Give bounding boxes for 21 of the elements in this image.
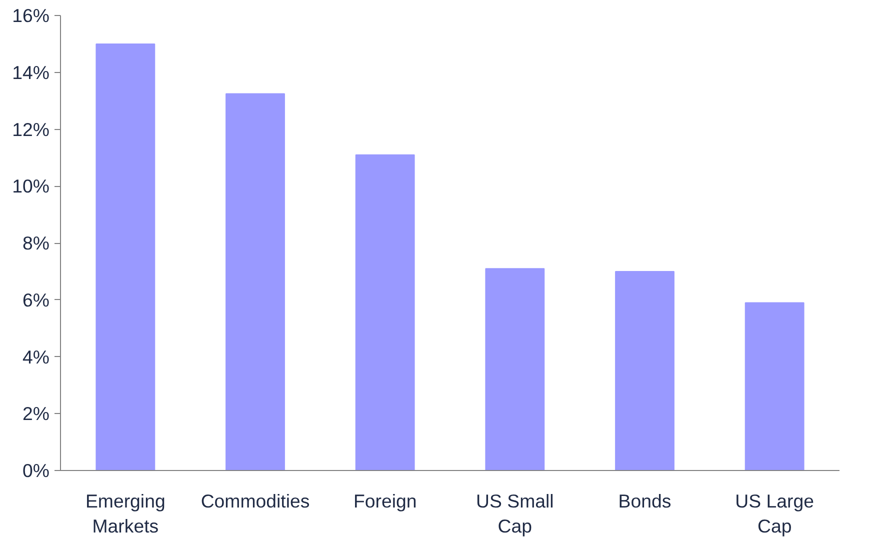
bar — [96, 43, 156, 470]
bar — [485, 268, 545, 470]
y-tick-label: 8% — [22, 232, 50, 254]
x-tick-label: Bonds — [618, 490, 672, 512]
bar — [355, 154, 415, 470]
bar — [226, 93, 285, 470]
bar — [615, 270, 674, 470]
y-tick-label: 2% — [22, 403, 50, 424]
x-tick-label: Emerging Markets — [85, 490, 166, 537]
y-tick-label: 6% — [22, 289, 50, 310]
x-tick-label: Foreign — [353, 490, 417, 512]
y-tick-label: 4% — [22, 346, 50, 368]
x-tick-label: US Small Cap — [476, 490, 554, 537]
y-tick-label: 12% — [12, 118, 50, 140]
bar — [744, 302, 804, 470]
x-tick-label: US Large Cap — [735, 490, 814, 537]
y-tick-label: 0% — [22, 460, 50, 481]
y-tick-label: 16% — [12, 5, 50, 26]
x-tick-label: Commodities — [200, 490, 310, 512]
y-tick-label: 14% — [12, 62, 50, 83]
y-tick-label: 10% — [12, 176, 50, 197]
